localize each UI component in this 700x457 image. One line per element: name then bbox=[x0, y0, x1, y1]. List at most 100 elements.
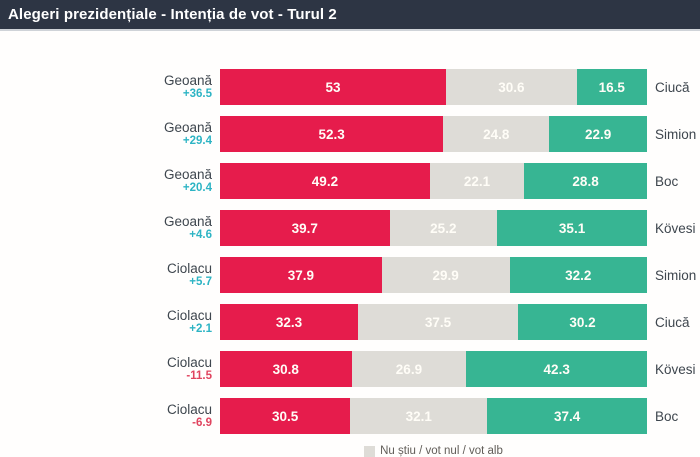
left-candidate-name: Ciolacu bbox=[166, 402, 212, 417]
delta-value: +5.7 bbox=[189, 276, 212, 288]
bar-segment-right-candidate: 37.4 bbox=[487, 398, 647, 434]
segment-value: 53 bbox=[325, 79, 341, 95]
bar-segment-undecided: 37.5 bbox=[357, 304, 519, 340]
bar-segment-right-candidate: 22.9 bbox=[549, 116, 647, 152]
delta-value: +2.1 bbox=[189, 323, 212, 335]
bar-segment-right-candidate: 16.5 bbox=[576, 69, 647, 105]
header-bar: Alegeri prezidențiale - Intenția de vot … bbox=[0, 0, 700, 31]
delta-value: -6.9 bbox=[192, 417, 212, 429]
right-candidate-name: Kövesi bbox=[655, 220, 696, 236]
bar-segment-undecided: 32.1 bbox=[350, 398, 488, 434]
chart-row: Geoană +29.4 52.3 24.8 22.9 Simion bbox=[0, 116, 700, 152]
chart-row: Ciolacu +5.7 37.9 29.9 32.2 Simion bbox=[0, 257, 700, 293]
left-candidate-label: Ciolacu +5.7 bbox=[0, 257, 220, 293]
segment-value: 32.1 bbox=[405, 408, 432, 424]
left-candidate-name: Ciolacu bbox=[166, 261, 212, 276]
chart-rows: Geoană +36.5 53 30.6 16.5 Ciucă Geoană +… bbox=[0, 69, 700, 434]
stacked-bar: 53 30.6 16.5 bbox=[220, 69, 647, 105]
right-candidate-name: Simion bbox=[655, 267, 697, 283]
bar-segment-left-candidate: 49.2 bbox=[220, 163, 430, 199]
segment-value: 22.9 bbox=[584, 126, 612, 142]
chart-row: Geoană +20.4 49.2 22.1 28.8 Boc bbox=[0, 163, 700, 199]
bar-segment-left-candidate: 30.8 bbox=[220, 351, 352, 387]
bar-segment-left-candidate: 30.5 bbox=[220, 398, 351, 434]
segment-value: 32.2 bbox=[565, 267, 592, 283]
left-candidate-label: Geoană +4.6 bbox=[0, 210, 220, 246]
segment-value: 22.1 bbox=[463, 173, 491, 189]
page-title: Alegeri prezidențiale - Intenția de vot … bbox=[8, 6, 337, 23]
right-candidate-name: Boc bbox=[655, 173, 679, 189]
segment-value: 16.5 bbox=[598, 79, 625, 95]
bar-segment-undecided: 25.2 bbox=[389, 210, 498, 246]
segment-value: 35.1 bbox=[558, 220, 586, 236]
stacked-bar: 30.5 32.1 37.4 bbox=[220, 398, 647, 434]
bar-segment-undecided: 22.1 bbox=[429, 163, 525, 199]
left-candidate-label: Ciolacu -11.5 bbox=[0, 351, 220, 387]
left-candidate-name: Ciolacu bbox=[166, 308, 212, 323]
delta-value: -11.5 bbox=[186, 370, 212, 382]
stacked-bar: 49.2 22.1 28.8 bbox=[220, 163, 647, 199]
chart-row: Ciolacu -11.5 30.8 26.9 42.3 Kövesi bbox=[0, 351, 700, 387]
right-candidate-name: Ciucă bbox=[655, 79, 690, 95]
bar-segment-left-candidate: 37.9 bbox=[220, 257, 382, 293]
bar-segment-left-candidate: 39.7 bbox=[220, 210, 390, 246]
segment-value: 37.5 bbox=[424, 314, 452, 330]
segment-value: 32.3 bbox=[275, 314, 303, 330]
stacked-bar: 37.9 29.9 32.2 bbox=[220, 257, 647, 293]
segment-value: 28.8 bbox=[572, 173, 599, 189]
delta-value: +29.4 bbox=[182, 135, 212, 147]
segment-value: 42.3 bbox=[543, 361, 570, 377]
right-candidate-name: Simion bbox=[655, 126, 697, 142]
segment-value: 52.3 bbox=[318, 126, 345, 142]
left-candidate-label: Geoană +36.5 bbox=[0, 69, 220, 105]
delta-value: +20.4 bbox=[182, 182, 212, 194]
bar-segment-right-candidate: 32.2 bbox=[509, 257, 647, 293]
left-candidate-name: Ciolacu bbox=[166, 355, 212, 370]
bar-segment-undecided: 30.6 bbox=[446, 69, 577, 105]
bar-segment-left-candidate: 52.3 bbox=[220, 116, 444, 152]
segment-value: 30.5 bbox=[271, 408, 299, 424]
segment-value: 25.2 bbox=[430, 220, 457, 236]
segment-value: 26.9 bbox=[395, 361, 423, 377]
segment-value: 24.8 bbox=[483, 126, 510, 142]
bar-segment-left-candidate: 53 bbox=[220, 69, 447, 105]
bar-segment-undecided: 29.9 bbox=[381, 257, 510, 293]
delta-value: +36.5 bbox=[182, 88, 212, 100]
left-candidate-name: Geoană bbox=[163, 120, 212, 135]
legend-label: Nu știu / vot nul / vot alb bbox=[380, 445, 503, 457]
right-candidate-name: Kövesi bbox=[655, 361, 696, 377]
stacked-bar: 30.8 26.9 42.3 bbox=[220, 351, 647, 387]
stacked-bar: 52.3 24.8 22.9 bbox=[220, 116, 647, 152]
bar-segment-left-candidate: 32.3 bbox=[220, 304, 358, 340]
bar-segment-right-candidate: 35.1 bbox=[497, 210, 647, 246]
segment-value: 30.6 bbox=[498, 79, 525, 95]
bar-segment-undecided: 24.8 bbox=[443, 116, 550, 152]
segment-value: 30.8 bbox=[272, 361, 299, 377]
left-candidate-label: Geoană +20.4 bbox=[0, 163, 220, 199]
segment-value: 29.9 bbox=[432, 267, 459, 283]
segment-value: 37.9 bbox=[287, 267, 315, 283]
bar-segment-right-candidate: 28.8 bbox=[524, 163, 647, 199]
segment-value: 37.4 bbox=[554, 408, 581, 424]
bar-segment-right-candidate: 42.3 bbox=[466, 351, 647, 387]
right-candidate-name: Boc bbox=[655, 408, 679, 424]
undecided-legend-swatch bbox=[364, 445, 376, 457]
stacked-bar-chart: Geoană +36.5 53 30.6 16.5 Ciucă Geoană +… bbox=[0, 31, 700, 457]
delta-value: +4.6 bbox=[189, 229, 212, 241]
bar-segment-right-candidate: 30.2 bbox=[518, 304, 647, 340]
segment-value: 30.2 bbox=[569, 314, 596, 330]
left-candidate-label: Ciolacu -6.9 bbox=[0, 398, 220, 434]
bar-segment-undecided: 26.9 bbox=[351, 351, 467, 387]
chart-row: Geoană +4.6 39.7 25.2 35.1 Kövesi bbox=[0, 210, 700, 246]
left-candidate-name: Geoană bbox=[163, 73, 212, 88]
left-candidate-label: Ciolacu +2.1 bbox=[0, 304, 220, 340]
chart-legend: Nu știu / vot nul / vot alb bbox=[220, 445, 647, 457]
left-candidate-label: Geoană +29.4 bbox=[0, 116, 220, 152]
stacked-bar: 39.7 25.2 35.1 bbox=[220, 210, 647, 246]
chart-row: Ciolacu +2.1 32.3 37.5 30.2 Ciucă bbox=[0, 304, 700, 340]
segment-value: 49.2 bbox=[311, 173, 339, 189]
chart-row: Ciolacu -6.9 30.5 32.1 37.4 Boc bbox=[0, 398, 700, 434]
left-candidate-name: Geoană bbox=[163, 214, 212, 229]
left-candidate-name: Geoană bbox=[163, 167, 212, 182]
right-candidate-name: Ciucă bbox=[655, 314, 690, 330]
